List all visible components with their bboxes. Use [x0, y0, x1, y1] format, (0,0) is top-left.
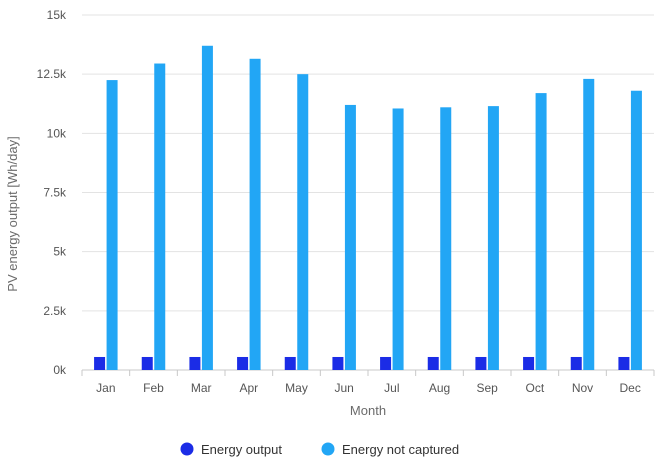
bar-energy-not-captured[interactable]	[154, 63, 166, 371]
legend[interactable]: Energy output Energy not captured	[180, 442, 460, 457]
bar-energy-output[interactable]	[523, 356, 535, 370]
bar-energy-not-captured[interactable]	[297, 74, 309, 371]
x-tick-label: Jan	[96, 381, 115, 395]
bar-energy-output[interactable]	[380, 356, 392, 370]
bar-energy-output[interactable]	[332, 356, 344, 370]
bar-energy-not-captured[interactable]	[440, 107, 452, 371]
x-tick-label: Apr	[239, 381, 258, 395]
bar-energy-not-captured[interactable]	[392, 108, 404, 370]
legend-item[interactable]: Energy output	[180, 442, 283, 457]
x-tick-label: Aug	[429, 381, 450, 395]
bar-energy-not-captured[interactable]	[583, 78, 595, 371]
bar-energy-not-captured[interactable]	[201, 45, 213, 371]
bar-energy-not-captured[interactable]	[630, 90, 642, 370]
legend-label: Energy not captured	[342, 442, 459, 457]
x-tick-label: Dec	[619, 381, 640, 395]
bar-energy-output[interactable]	[570, 356, 582, 370]
y-axis-title: PV energy output [Wh/day]	[5, 136, 20, 291]
x-tick-label: Mar	[191, 381, 212, 395]
bars	[94, 45, 642, 371]
bar-energy-output[interactable]	[141, 356, 153, 370]
bar-energy-not-captured[interactable]	[106, 80, 118, 370]
gridlines	[82, 14, 654, 371]
y-tick-label: 5k	[53, 245, 67, 259]
y-axis-ticks: 0k 2.5k 5k 7.5k 10k 12.5k 15k	[37, 8, 67, 377]
x-tick-label: May	[285, 381, 308, 395]
bar-energy-not-captured[interactable]	[249, 58, 261, 371]
x-tick-label: Oct	[525, 381, 544, 395]
y-tick-label: 7.5k	[43, 186, 67, 200]
y-tick-label: 10k	[47, 126, 67, 140]
bar-energy-output[interactable]	[618, 356, 630, 370]
legend-swatch-icon	[180, 442, 194, 456]
y-tick-label: 15k	[47, 8, 67, 22]
bar-energy-not-captured[interactable]	[344, 104, 356, 370]
y-tick-label: 12.5k	[37, 67, 67, 81]
y-tick-label: 2.5k	[43, 304, 67, 318]
x-axis: Jan Feb Mar Apr May Jun Jul Aug Sep Oct Nov Dec	[81, 370, 655, 395]
legend-item[interactable]: Energy not captured	[321, 442, 460, 457]
y-tick-label: 0k	[53, 363, 67, 377]
x-tick-label: Sep	[476, 381, 498, 395]
bar-energy-output[interactable]	[189, 356, 201, 370]
x-tick-label: Feb	[143, 381, 164, 395]
x-axis-title: Month	[350, 403, 386, 418]
bar-energy-output[interactable]	[427, 356, 439, 370]
bar-energy-output[interactable]	[284, 356, 296, 370]
bar-energy-not-captured[interactable]	[487, 106, 499, 370]
bar-energy-output[interactable]	[94, 356, 106, 370]
legend-swatch-icon	[321, 442, 335, 456]
x-tick-label: Jun	[334, 381, 353, 395]
bar-energy-output[interactable]	[237, 356, 249, 370]
bar-energy-not-captured[interactable]	[535, 93, 547, 370]
x-tick-label: Nov	[572, 381, 593, 395]
bar-energy-output[interactable]	[475, 356, 487, 370]
x-tick-label: Jul	[384, 381, 399, 395]
legend-label: Energy output	[201, 442, 282, 457]
